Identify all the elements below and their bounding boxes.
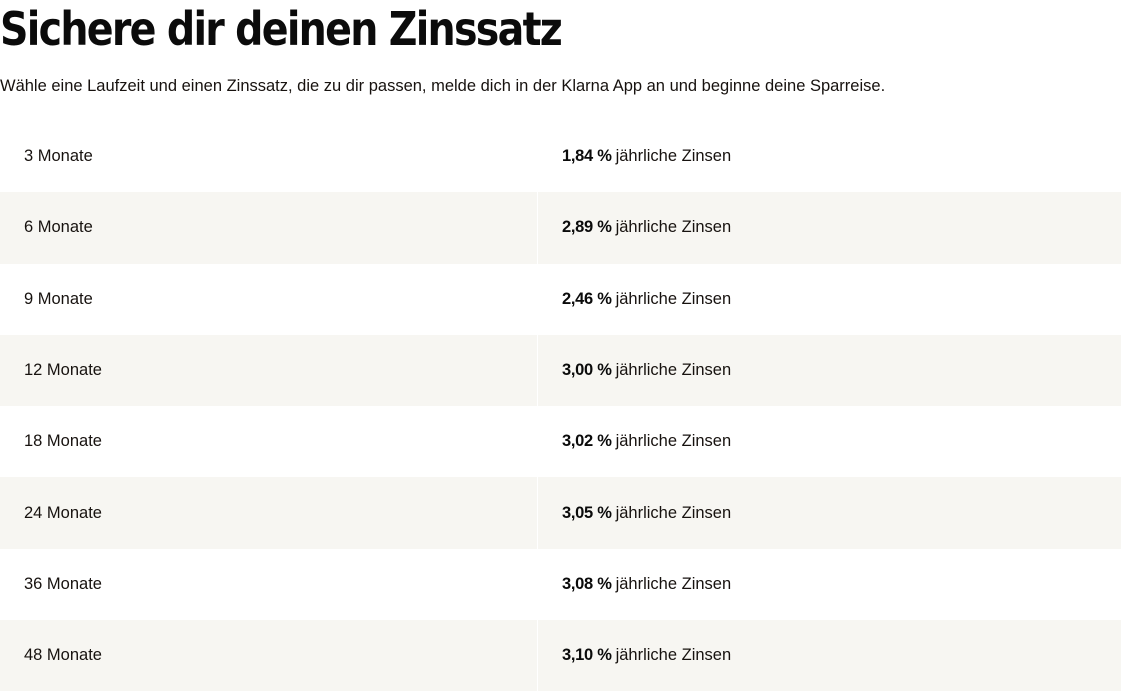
rate-value: 3,05 %	[562, 503, 612, 522]
rate-value: 3,10 %	[562, 646, 612, 665]
rate-row-12-months: 12 Monate 3,00 % jährliche Zinsen	[0, 334, 1121, 407]
rate-suffix: jährliche Zinsen	[615, 289, 732, 308]
rate-cell: 2,46 % jährliche Zinsen	[538, 264, 1121, 335]
term-cell: 3 Monate	[24, 147, 93, 166]
rate-value: 2,89 %	[562, 218, 612, 237]
rate-value: 2,46 %	[562, 289, 612, 308]
rate-value: 3,00 %	[562, 361, 612, 380]
rate-cell: 3,02 % jährliche Zinsen	[538, 406, 1121, 477]
rate-suffix: jährliche Zinsen	[615, 503, 732, 522]
rate-row-3-months: 3 Monate 1,84 % jährliche Zinsen	[0, 121, 1121, 193]
interest-rate-table: 3 Monate 1,84 % jährliche Zinsen 6 Monat…	[0, 121, 1121, 692]
rate-cell: 1,84 % jährliche Zinsen	[538, 121, 1121, 192]
rate-suffix: jährliche Zinsen	[615, 432, 732, 451]
term-cell: 9 Monate	[24, 289, 93, 308]
rate-suffix: jährliche Zinsen	[615, 361, 732, 380]
rate-value: 1,84 %	[562, 147, 612, 166]
page-title: Sichere dir deinen Zinssatz	[0, 2, 563, 56]
rate-suffix: jährliche Zinsen	[615, 218, 732, 237]
term-cell: 18 Monate	[24, 432, 102, 451]
rate-suffix: jährliche Zinsen	[615, 147, 732, 166]
rate-row-36-months: 36 Monate 3,08 % jährliche Zinsen	[0, 548, 1121, 621]
rate-cell: 3,10 % jährliche Zinsen	[538, 620, 1121, 691]
intro-text: Wähle eine Laufzeit und einen Zinssatz, …	[0, 77, 886, 95]
rate-suffix: jährliche Zinsen	[615, 574, 732, 593]
rate-value: 3,08 %	[562, 574, 612, 593]
rate-cell: 3,08 % jährliche Zinsen	[538, 549, 1121, 620]
rate-row-48-months: 48 Monate 3,10 % jährliche Zinsen	[0, 620, 1121, 692]
rate-suffix: jährliche Zinsen	[615, 646, 732, 665]
rate-row-18-months: 18 Monate 3,02 % jährliche Zinsen	[0, 406, 1121, 478]
term-cell: 36 Monate	[24, 574, 102, 593]
rate-row-9-months: 9 Monate 2,46 % jährliche Zinsen	[0, 263, 1121, 335]
term-cell: 24 Monate	[0, 477, 538, 549]
rate-row-6-months: 6 Monate 2,89 % jährliche Zinsen	[0, 192, 1121, 264]
rate-row-24-months: 24 Monate 3,05 % jährliche Zinsen	[0, 477, 1121, 549]
term-cell: 12 Monate	[0, 334, 538, 407]
term-cell: 6 Monate	[0, 192, 538, 264]
rate-cell: 3,05 % jährliche Zinsen	[538, 477, 1121, 548]
rate-value: 3,02 %	[562, 432, 612, 451]
rate-cell: 3,00 % jährliche Zinsen	[538, 335, 1121, 406]
rate-cell: 2,89 % jährliche Zinsen	[538, 192, 1121, 263]
term-cell: 48 Monate	[0, 620, 538, 692]
